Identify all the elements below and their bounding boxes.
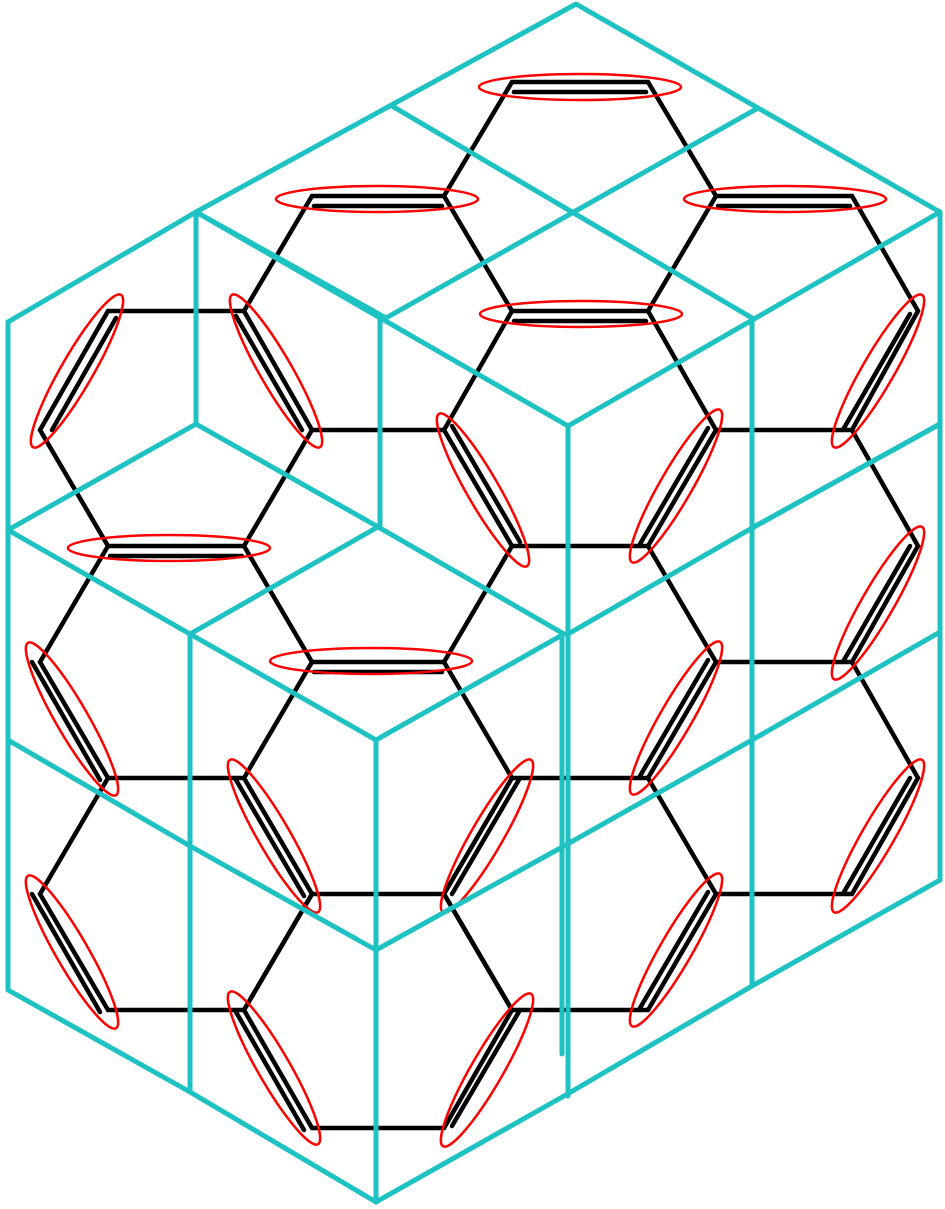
dimer-ellipse	[830, 758, 926, 914]
cube-edge	[5, 421, 383, 533]
dimer-ellipse	[682, 184, 888, 214]
double-bond-line	[449, 423, 523, 545]
dimer-markers	[24, 72, 926, 1148]
double-bond-line	[637, 657, 711, 779]
dimer-ellipse	[24, 874, 120, 1030]
honeycomb-bond	[441, 659, 719, 781]
double-bond-line	[29, 659, 103, 783]
double-bond-line	[233, 777, 307, 899]
dimer-ellipse	[274, 184, 480, 214]
cube-edge	[5, 737, 567, 953]
double-bond-line	[637, 889, 711, 1011]
double-bond-line	[841, 311, 913, 431]
honeycomb-bond	[441, 427, 719, 549]
dimer-ellipse	[477, 72, 683, 102]
cube-edge	[561, 629, 943, 849]
dimer-ellipse	[435, 412, 531, 568]
honeycomb-bond	[645, 659, 921, 897]
dimer-ellipse	[628, 408, 724, 564]
cube-edge	[377, 525, 567, 637]
dimer-ellipse	[830, 293, 926, 449]
cube-edge	[5, 527, 567, 743]
double-bond-line	[49, 315, 119, 433]
dimer-ellipse	[226, 990, 322, 1146]
honeycomb-bond	[37, 775, 315, 1013]
double-bond-line	[29, 891, 103, 1015]
honeycomb-bond	[241, 193, 921, 314]
honeycomb-bond	[37, 308, 315, 549]
cube-edge	[383, 105, 761, 321]
dimer-ellipse	[628, 640, 724, 796]
cube-edge	[561, 877, 943, 1099]
dimer-ellipse	[226, 758, 322, 914]
honeycomb-bond	[309, 775, 515, 897]
honeycomb-bond	[105, 308, 515, 433]
honeycomb-bond	[441, 79, 719, 199]
honeycomb-bond	[37, 543, 315, 781]
double-bond-line	[233, 1009, 307, 1133]
dimer-ellipse	[29, 293, 125, 449]
double-bond-line	[637, 425, 711, 547]
dimer-ellipse	[66, 533, 272, 563]
dimer-ellipse	[24, 641, 120, 797]
double-bond-line	[841, 543, 913, 663]
cube-edge	[749, 421, 943, 531]
cube-edge	[193, 1, 943, 215]
honeycomb-bond	[241, 891, 315, 1013]
cube-lattice	[5, 1, 943, 1205]
honeycomb-bond	[645, 308, 921, 433]
cube-edge	[187, 525, 379, 637]
dimer-ellipse	[268, 646, 474, 676]
dimer-ellipse	[628, 872, 724, 1028]
dimer-ellipse	[830, 525, 926, 681]
double-bond-line	[449, 1007, 523, 1129]
honeycomb-bond	[309, 543, 515, 665]
double-bond-line	[449, 775, 523, 897]
double-bond-line	[233, 313, 305, 433]
cube-edge	[5, 987, 567, 1205]
honeycomb-lattice	[29, 79, 921, 1133]
dimer-ellipse	[228, 293, 324, 449]
double-bond-line	[841, 775, 913, 895]
honeycomb-bond	[441, 891, 515, 1013]
dimer-ellipse	[439, 992, 535, 1148]
dimer-ellipse	[478, 299, 684, 329]
